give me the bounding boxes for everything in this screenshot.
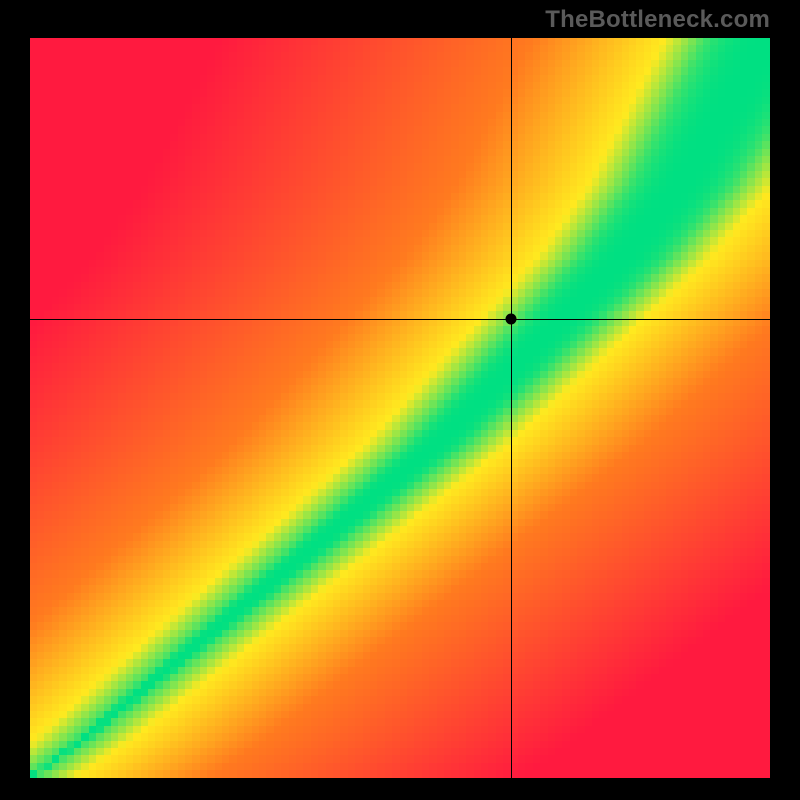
heatmap-canvas — [30, 38, 770, 778]
watermark-text: TheBottleneck.com — [545, 6, 770, 34]
chart-frame: TheBottleneck.com — [0, 0, 800, 800]
plot-area — [30, 38, 770, 778]
